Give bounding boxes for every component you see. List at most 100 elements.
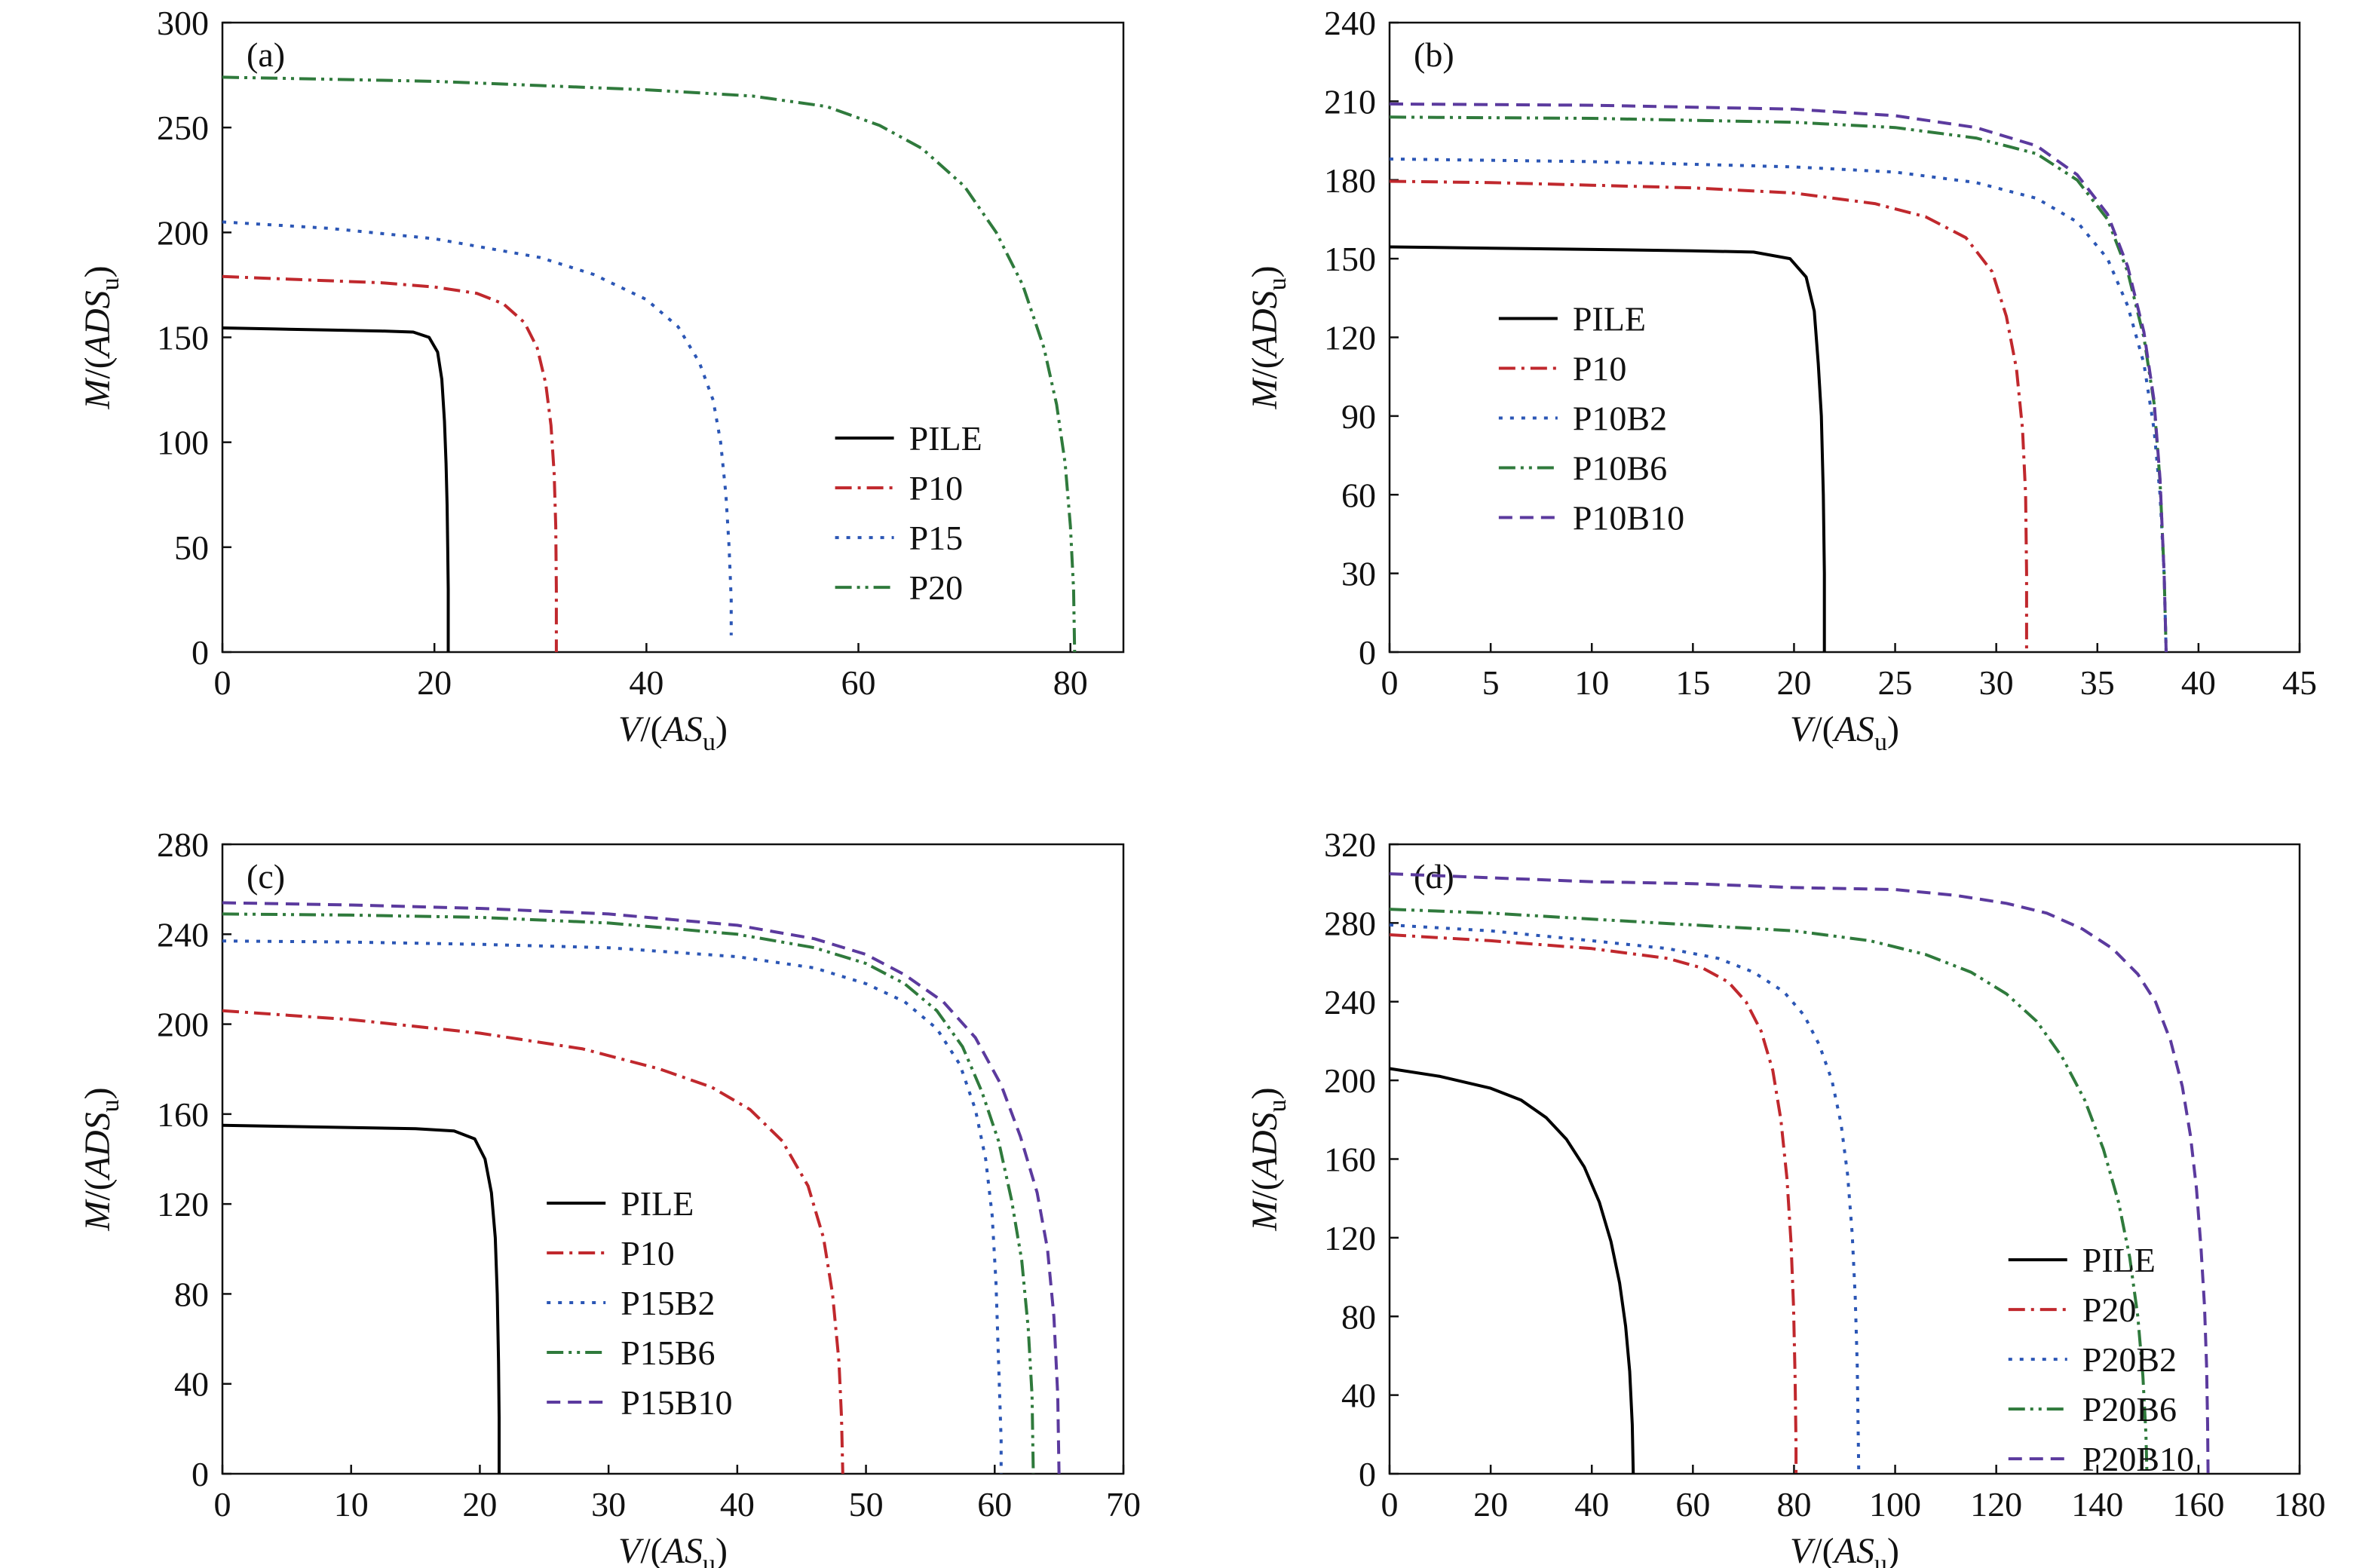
series-line-pile <box>222 326 450 652</box>
panel-label: (b) <box>1414 35 1454 74</box>
y-tick-label: 240 <box>1324 983 1376 1021</box>
y-tick-label: 210 <box>1324 82 1376 121</box>
x-tick-label: 35 <box>2080 663 2115 702</box>
y-tick-label: 30 <box>1341 555 1376 593</box>
series-line-pile <box>222 1123 501 1474</box>
x-tick-label: 30 <box>1979 663 2014 702</box>
y-tick-label: 150 <box>157 319 209 357</box>
y-tick-label: 40 <box>1341 1377 1376 1415</box>
x-tick-label: 25 <box>1878 663 1913 702</box>
series-line-p10 <box>222 1009 844 1475</box>
panel-label: (c) <box>247 857 285 896</box>
y-tick-label: 80 <box>1341 1297 1376 1336</box>
y-tick-label: 0 <box>192 1455 209 1493</box>
legend-label: P20B10 <box>2082 1440 2194 1478</box>
y-tick-label: 280 <box>1324 904 1376 942</box>
x-axis-label: V/(ASu) <box>618 709 728 756</box>
x-tick-label: 20 <box>1473 1485 1508 1524</box>
x-tick-label: 40 <box>2181 663 2216 702</box>
series-line-p10 <box>1389 179 2028 652</box>
x-tick-label: 80 <box>1776 1485 1811 1524</box>
y-tick-label: 160 <box>157 1095 209 1134</box>
y-tick-label: 300 <box>157 4 209 42</box>
legend-label: PILE <box>621 1184 694 1223</box>
chart-panel: 0 5 10 15 20 25 30 35 40 45 0 30 60 90 120 150 180 210 240… <box>1245 4 2317 756</box>
x-tick-label: 50 <box>849 1485 884 1524</box>
legend: PILE P10 P10B2 P10B6 P10B10 <box>1498 299 1684 537</box>
y-tick-label: 100 <box>157 424 209 462</box>
legend-label: P20B6 <box>2082 1390 2177 1429</box>
x-tick-label: 30 <box>591 1485 626 1524</box>
y-tick-label: 200 <box>1324 1061 1376 1100</box>
series-line-p15 <box>222 220 733 635</box>
series-line-p15b2 <box>222 939 1003 1474</box>
y-tick-label: 90 <box>1341 397 1376 436</box>
x-tick-label: 0 <box>1381 1485 1399 1524</box>
y-tick-label: 200 <box>157 1006 209 1044</box>
y-axis-label: M/(ADSu) <box>78 265 124 409</box>
x-tick-label: 140 <box>2071 1485 2123 1524</box>
legend-label: P10B10 <box>1573 498 1684 537</box>
x-tick-label: 20 <box>1776 663 1811 702</box>
y-tick-label: 180 <box>1324 161 1376 200</box>
legend-label: P15B10 <box>621 1383 732 1422</box>
y-tick-label: 120 <box>157 1185 209 1223</box>
x-tick-label: 160 <box>2172 1485 2224 1524</box>
x-tick-label: 20 <box>417 663 452 702</box>
x-tick-label: 180 <box>2274 1485 2326 1524</box>
x-tick-label: 70 <box>1106 1485 1141 1524</box>
chart-panel: 0 20 40 60 80 100 120 140 160 180 0 40 80 120 160 200 24… <box>1245 825 2326 1568</box>
legend-label: PILE <box>1573 299 1646 338</box>
y-tick-label: 280 <box>157 825 209 864</box>
y-tick-label: 240 <box>157 915 209 954</box>
plot-frame <box>221 21 1125 654</box>
series-line-p20b6 <box>1389 908 2149 1475</box>
series-line-p20b10 <box>1389 872 2210 1475</box>
legend-label: P20B2 <box>2082 1340 2177 1379</box>
legend-label: PILE <box>909 419 982 458</box>
legend-label: P15 <box>909 519 964 557</box>
series-line-pile <box>1389 1067 1635 1475</box>
x-axis-label: V/(ASu) <box>1790 709 1899 756</box>
x-tick-label: 45 <box>2282 663 2317 702</box>
series-line-p20 <box>222 75 1077 653</box>
y-tick-label: 40 <box>174 1365 209 1404</box>
x-tick-label: 100 <box>1869 1485 1921 1524</box>
legend-label: P10B6 <box>1573 449 1667 487</box>
series-line-p15b10 <box>222 901 1061 1475</box>
x-tick-label: 0 <box>214 663 231 702</box>
y-tick-label: 0 <box>192 633 209 672</box>
series-line-p15b6 <box>222 912 1035 1475</box>
x-tick-label: 0 <box>214 1485 231 1524</box>
series-line-p20 <box>1389 933 1798 1474</box>
series-line-p10 <box>222 274 558 652</box>
legend-label: PILE <box>2082 1241 2156 1279</box>
y-tick-label: 320 <box>1324 825 1376 864</box>
y-tick-label: 120 <box>1324 319 1376 357</box>
plot-frame <box>221 843 1125 1475</box>
y-tick-label: 60 <box>1341 476 1376 514</box>
chart-panel: 0 10 20 30 40 50 60 70 0 40 80 120 160 200 240 280 (c) V/… <box>78 825 1141 1568</box>
x-tick-label: 5 <box>1482 663 1500 702</box>
x-tick-label: 0 <box>1381 663 1399 702</box>
legend: PILE P10 P15 P20 <box>835 419 982 607</box>
y-tick-label: 250 <box>157 109 209 147</box>
x-tick-label: 20 <box>462 1485 497 1524</box>
y-tick-label: 120 <box>1324 1219 1376 1257</box>
legend-label: P15B6 <box>621 1334 715 1372</box>
legend-label: P10 <box>909 469 964 507</box>
series-line-p20b2 <box>1389 923 1861 1475</box>
legend-label: P15B2 <box>621 1284 715 1322</box>
x-axis-label: V/(ASu) <box>1790 1531 1899 1568</box>
y-tick-label: 200 <box>157 213 209 252</box>
x-tick-label: 10 <box>1574 663 1609 702</box>
y-tick-label: 0 <box>1359 633 1376 672</box>
legend: PILE P10 P15B2 P15B6 P15B10 <box>547 1184 732 1422</box>
x-tick-label: 40 <box>629 663 663 702</box>
x-tick-label: 120 <box>1970 1485 2022 1524</box>
y-tick-label: 150 <box>1324 240 1376 278</box>
legend-label: P10B2 <box>1573 399 1667 437</box>
series-line-pile <box>1389 245 1826 652</box>
plot-frame <box>1388 843 2301 1475</box>
